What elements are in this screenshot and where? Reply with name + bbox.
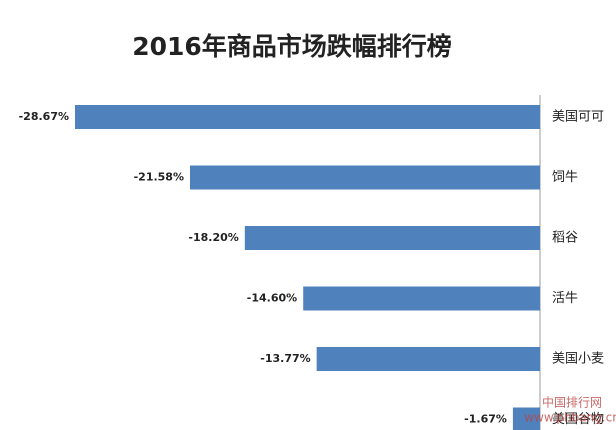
watermark-name: 中国排行网 (542, 395, 602, 410)
category-label: 稻谷 (552, 231, 578, 246)
category-label: 美国谷物 (552, 412, 604, 427)
bar (189, 165, 540, 190)
value-label: -28.67% (19, 110, 69, 123)
chart-title: 2016年商品市场跌幅排行榜 (132, 32, 452, 61)
bar (303, 286, 540, 311)
bar (512, 407, 540, 430)
value-label: -21.58% (134, 171, 184, 184)
value-label: -14.60% (247, 292, 297, 305)
category-label: 美国可可 (552, 110, 604, 125)
bar (75, 105, 540, 129)
value-label: -13.77% (260, 352, 310, 365)
bar (316, 347, 540, 371)
bar (244, 226, 540, 250)
value-label: -18.20% (188, 231, 238, 244)
category-label: 活牛 (552, 291, 578, 306)
category-label: 美国小麦 (552, 352, 604, 367)
category-label: 饲牛 (552, 170, 578, 185)
watermark-url: www.phbang.cn (524, 411, 616, 425)
value-label: -1.67% (464, 413, 507, 426)
